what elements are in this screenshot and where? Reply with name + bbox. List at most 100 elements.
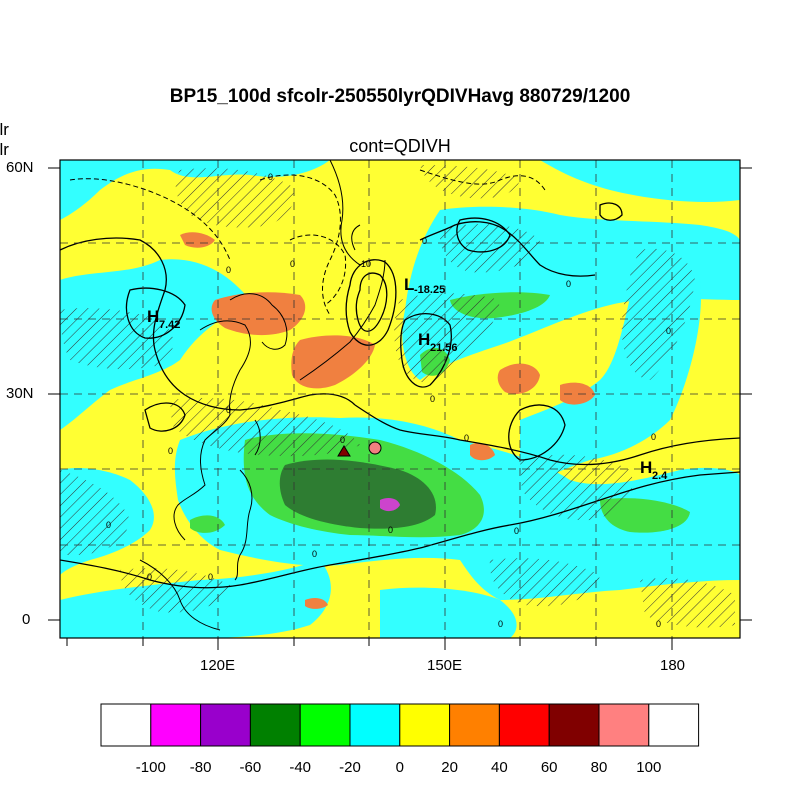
field-orange-nchina — [180, 232, 215, 248]
colorbar-swatch — [598, 703, 650, 747]
field-darkgreen-core — [279, 459, 436, 529]
contour-label: 0 — [106, 520, 111, 530]
contour-okhotsk — [456, 217, 511, 253]
tick-marks — [48, 167, 752, 650]
coastline-taiwan — [254, 419, 261, 456]
map-frame — [59, 159, 741, 639]
contour-label: 0 — [498, 619, 503, 629]
contour-dashed — [69, 169, 546, 316]
contour-label: 0 — [651, 432, 656, 442]
hatch-nchina — [175, 168, 294, 228]
colorbar-label: -100 — [135, 759, 166, 776]
contour-high-kuril — [400, 313, 452, 388]
contour-high-west — [125, 287, 186, 339]
left-label-2: olr — [0, 140, 9, 159]
contour-label: 0 — [566, 279, 571, 289]
contour-zero-south — [60, 471, 740, 589]
hatch-pac-east — [520, 454, 633, 521]
lon-label-150e: 150E — [427, 657, 463, 674]
colorbar-swatch — [399, 703, 451, 747]
contour-label: 0 — [208, 572, 213, 582]
field-orange-pac2 — [560, 382, 595, 405]
center-h-kuril-value: 21.56 — [430, 342, 458, 354]
contour-label: 0 — [268, 172, 273, 182]
colorbar-swatch — [449, 703, 500, 747]
contour-dashed-center — [289, 234, 347, 306]
contour-pac-loop — [508, 404, 566, 461]
field-orange-pac3 — [470, 443, 495, 461]
center-h-west-value: 7.42 — [159, 319, 180, 331]
hatch-south-east — [489, 558, 600, 607]
field-green-east — [600, 498, 690, 533]
colorbar-swatch — [299, 703, 351, 747]
coastline-china — [173, 320, 251, 541]
colorbar-swatch — [349, 703, 401, 747]
contour-label: 0 — [290, 259, 295, 269]
contour-label: 0 — [656, 619, 661, 629]
map-title: BP15_100d sfcolr-250550lyrQDIVHavg 88072… — [169, 86, 631, 107]
coastline-sakhalin — [329, 160, 361, 266]
contour-zero-ne — [419, 221, 596, 277]
contour-label: 0 — [514, 526, 519, 536]
contour-small-loop — [144, 402, 186, 432]
field-orange-korea — [211, 292, 306, 336]
lon-label-180: 180 — [660, 657, 686, 674]
grid-lines — [60, 160, 740, 638]
colorbar-label: 20 — [441, 759, 458, 776]
contour-label: 0 — [226, 405, 231, 415]
colorbar-label: 40 — [491, 759, 508, 776]
hatch-okhotsk — [439, 224, 540, 273]
contour-label: 0 — [430, 394, 435, 404]
contour-dashed-nw — [69, 178, 231, 261]
center-h-kuril-symbol: H — [418, 330, 430, 349]
colorbar-label: 60 — [540, 759, 558, 776]
colorbar-swatch — [548, 703, 600, 747]
field-cyan-ne-edge — [540, 160, 740, 202]
field-orange-south — [305, 597, 328, 609]
contour-zero-west — [60, 237, 356, 411]
coastline-philippines — [234, 469, 253, 581]
center-h-east-value: 2.4 — [652, 470, 668, 482]
colorbar-label: 0 — [395, 759, 404, 776]
colorbar-swatch — [200, 703, 251, 747]
contour-label: 0 — [340, 435, 345, 445]
contour-label: 0 — [312, 549, 317, 559]
marker-circle — [368, 441, 382, 455]
colorbar-label: 100 — [636, 759, 662, 776]
contour-value-labels: 0 0 0 0 -10 0 0 0 0 0 0 0 0 0 0 0 0 0 0 … — [106, 172, 671, 629]
contour-label: 0 — [388, 525, 393, 535]
lon-label-120e: 120E — [200, 657, 236, 674]
field-orange-pac1 — [497, 363, 540, 395]
colorbar-swatch — [100, 703, 152, 747]
colorbar-label: -60 — [239, 759, 262, 776]
colorbar-label: 80 — [590, 759, 608, 776]
colorbar-label: -40 — [289, 759, 312, 776]
center-h-east-symbol: H — [640, 458, 652, 477]
contour-dashed-arctic — [419, 169, 546, 191]
hatch-scs — [170, 398, 360, 457]
lat-label-60n: 60N — [6, 159, 34, 176]
contour-label: 0 — [147, 572, 152, 582]
field-cyan-south2 — [380, 587, 517, 638]
contour-lines — [60, 202, 740, 589]
lat-label-0: 0 — [22, 611, 31, 628]
hatch-west — [60, 308, 174, 370]
contour-label: 0 — [168, 446, 173, 456]
contour-label: 0 — [666, 326, 671, 336]
contour-label: 0 — [422, 236, 427, 246]
coastline-borneo — [139, 559, 221, 631]
map-plot-area — [60, 160, 740, 638]
center-l-value: -18.25 — [414, 284, 445, 296]
colorbar-label: -20 — [339, 759, 361, 776]
coastline-korea — [229, 293, 288, 350]
colorbar-swatch — [150, 703, 202, 747]
contour-low-ring2 — [345, 259, 397, 346]
center-l-symbol: L — [404, 275, 414, 294]
contour-dashed-north — [259, 174, 341, 316]
center-labels: H 7.42 L -18.25 H 21.56 H 2.4 — [147, 275, 668, 482]
field-orange-japan — [291, 335, 375, 389]
map-subtitle: cont=QDIVH — [349, 136, 451, 156]
colorbar-swatch — [249, 703, 301, 747]
contour-zero-east — [354, 404, 740, 466]
